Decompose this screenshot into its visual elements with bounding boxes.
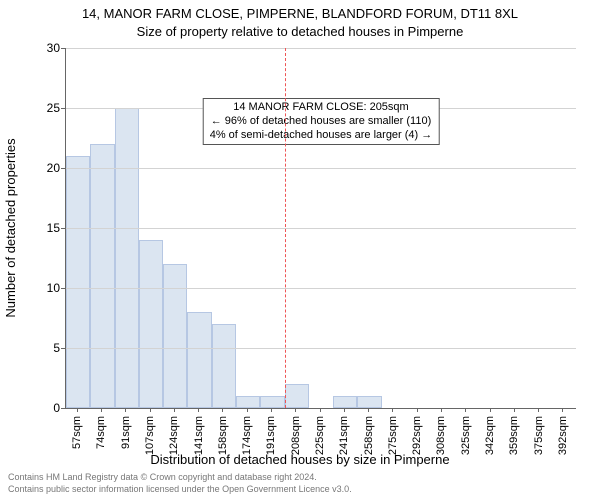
xtick-label: 191sqm [265,416,277,455]
xtick-mark [490,408,491,412]
xtick-label: 392sqm [557,416,569,455]
xtick-mark [174,408,175,412]
histogram-bar [163,264,187,408]
gridline [66,48,576,49]
xtick-mark [562,408,563,412]
histogram-bar [285,384,309,408]
xtick-label: 375sqm [533,416,545,455]
xtick-label: 74sqm [95,416,107,449]
xtick-label: 241sqm [338,416,350,455]
histogram-bar [115,108,139,408]
xtick-mark [514,408,515,412]
xtick-label: 292sqm [411,416,423,455]
ytick-mark [61,108,65,109]
property-marker-line [285,48,286,408]
xtick-mark [392,408,393,412]
xtick-label: 158sqm [217,416,229,455]
xtick-mark [222,408,223,412]
xtick-mark [441,408,442,412]
xtick-label: 124sqm [168,416,180,455]
xtick-mark [77,408,78,412]
footer-line1: Contains HM Land Registry data © Crown c… [8,472,317,482]
xtick-mark [320,408,321,412]
gridline [66,348,576,349]
chart-subtitle: Size of property relative to detached ho… [0,24,600,39]
histogram-bar [236,396,260,408]
histogram-bar [90,144,114,408]
ytick-mark [61,228,65,229]
ytick-label: 5 [30,341,60,355]
ytick-label: 30 [30,41,60,55]
ytick-mark [61,48,65,49]
xtick-label: 91sqm [120,416,132,449]
histogram-bar [139,240,163,408]
ytick-label: 0 [30,401,60,415]
gridline [66,168,576,169]
annotation-line3: 4% of semi-detached houses are larger (4… [210,129,433,143]
annotation-line1: 14 MANOR FARM CLOSE: 205sqm [210,101,433,115]
xtick-label: 258sqm [363,416,375,455]
xtick-label: 57sqm [71,416,83,449]
ytick-label: 10 [30,281,60,295]
histogram-bar [66,156,90,408]
histogram-bar [333,396,357,408]
xtick-label: 275sqm [387,416,399,455]
xtick-label: 225sqm [314,416,326,455]
ytick-label: 25 [30,101,60,115]
xtick-mark [465,408,466,412]
gridline [66,288,576,289]
xtick-label: 141sqm [193,416,205,455]
gridline [66,228,576,229]
ytick-mark [61,168,65,169]
ytick-mark [61,348,65,349]
xtick-mark [125,408,126,412]
ytick-label: 20 [30,161,60,175]
annotation-box: 14 MANOR FARM CLOSE: 205sqm ← 96% of det… [203,98,440,145]
footer-line2: Contains public sector information licen… [8,484,352,494]
xtick-label: 308sqm [435,416,447,455]
histogram-bar [212,324,236,408]
xtick-mark [198,408,199,412]
xtick-label: 208sqm [290,416,302,455]
y-axis-label: Number of detached properties [3,138,18,317]
xtick-label: 325sqm [460,416,472,455]
histogram-bar [357,396,381,408]
xtick-mark [101,408,102,412]
chart-container: 14, MANOR FARM CLOSE, PIMPERNE, BLANDFOR… [0,0,600,500]
ytick-label: 15 [30,221,60,235]
xtick-mark [368,408,369,412]
histogram-bar [260,396,284,408]
annotation-line2: ← 96% of detached houses are smaller (11… [210,115,433,129]
xtick-label: 359sqm [508,416,520,455]
xtick-mark [538,408,539,412]
ytick-mark [61,288,65,289]
xtick-mark [344,408,345,412]
xtick-mark [150,408,151,412]
plot-area: 14 MANOR FARM CLOSE: 205sqm ← 96% of det… [65,48,576,409]
histogram-bar [187,312,211,408]
xtick-mark [271,408,272,412]
xtick-mark [247,408,248,412]
xtick-mark [417,408,418,412]
xtick-mark [295,408,296,412]
xtick-label: 342sqm [484,416,496,455]
xtick-label: 107sqm [144,416,156,455]
ytick-mark [61,408,65,409]
xtick-label: 174sqm [241,416,253,455]
chart-main-title: 14, MANOR FARM CLOSE, PIMPERNE, BLANDFOR… [0,6,600,21]
